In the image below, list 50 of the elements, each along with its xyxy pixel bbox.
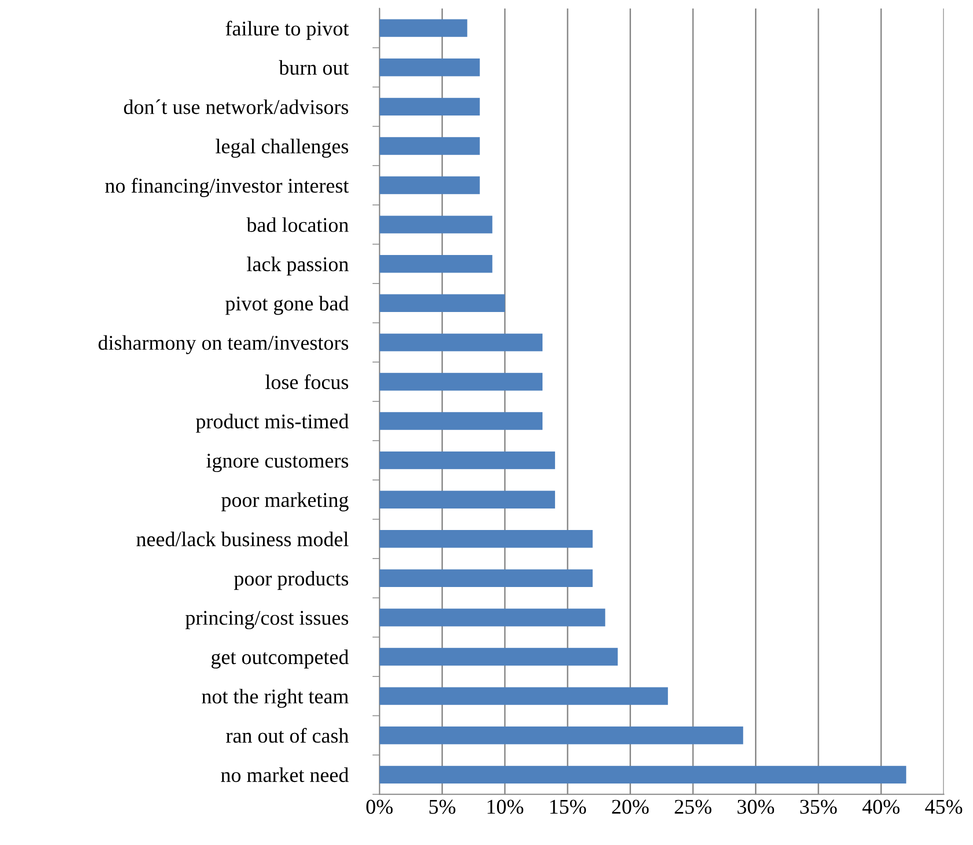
y-tick-label: get outcompeted xyxy=(212,650,349,668)
y-tick-label: no financing/investor interest xyxy=(105,178,349,198)
y-tick-label: lose focus xyxy=(265,374,348,390)
bar xyxy=(379,334,542,352)
y-tick-label: pivot gone bad xyxy=(225,296,349,315)
x-tick-label: 10% xyxy=(488,800,524,814)
x-tick-label: 45% xyxy=(925,800,962,814)
bar xyxy=(379,687,668,705)
bar xyxy=(379,569,593,588)
x-tick-label: 15% xyxy=(550,800,586,814)
y-tick-label: poor products xyxy=(234,570,348,590)
y-tick-label: product mis-timed xyxy=(196,414,349,433)
y-tick-label: poor marketing xyxy=(221,492,349,512)
bar xyxy=(379,530,593,548)
bar xyxy=(379,490,556,508)
x-tick-label: 30% xyxy=(738,800,774,814)
x-tick-label: 35% xyxy=(800,800,837,814)
bar xyxy=(379,137,480,155)
bar xyxy=(379,451,556,470)
x-tick-label: 40% xyxy=(862,800,900,814)
y-tick-label: disharmony on team/investors xyxy=(98,335,348,354)
y-tick-label: need/lack business model xyxy=(136,532,348,546)
y-tick-label: no market need xyxy=(220,767,349,782)
bar xyxy=(379,176,480,194)
bar xyxy=(379,19,468,37)
bar xyxy=(379,412,542,430)
y-tick-label: princing/cost issues xyxy=(185,610,348,630)
x-tick-label: 5% xyxy=(430,800,456,814)
bar xyxy=(379,98,480,116)
bar xyxy=(379,58,480,76)
y-tick-label: lack passion xyxy=(246,256,349,276)
y-tick-label: bad location xyxy=(246,217,349,232)
bar xyxy=(379,294,505,312)
x-tick-label: 25% xyxy=(674,800,712,814)
bar xyxy=(379,608,606,626)
y-tick-label: burn out xyxy=(278,60,349,75)
y-tick-label: not the right team xyxy=(202,688,349,708)
x-tick-label: 20% xyxy=(612,800,649,814)
y-tick-label: legal challenges xyxy=(216,138,348,158)
bar xyxy=(379,216,492,234)
x-tick-label: 0% xyxy=(366,800,393,814)
y-tick-label: ran out of cash xyxy=(226,728,349,743)
bar xyxy=(379,766,906,784)
y-tick-label: failure to pivot xyxy=(226,20,349,40)
bar xyxy=(379,648,618,666)
bar xyxy=(379,255,492,273)
bar xyxy=(379,726,744,744)
bar xyxy=(379,372,542,391)
y-tick-label: ignore customers xyxy=(206,454,348,472)
y-tick-label: don´t use network/advisors xyxy=(124,99,348,114)
